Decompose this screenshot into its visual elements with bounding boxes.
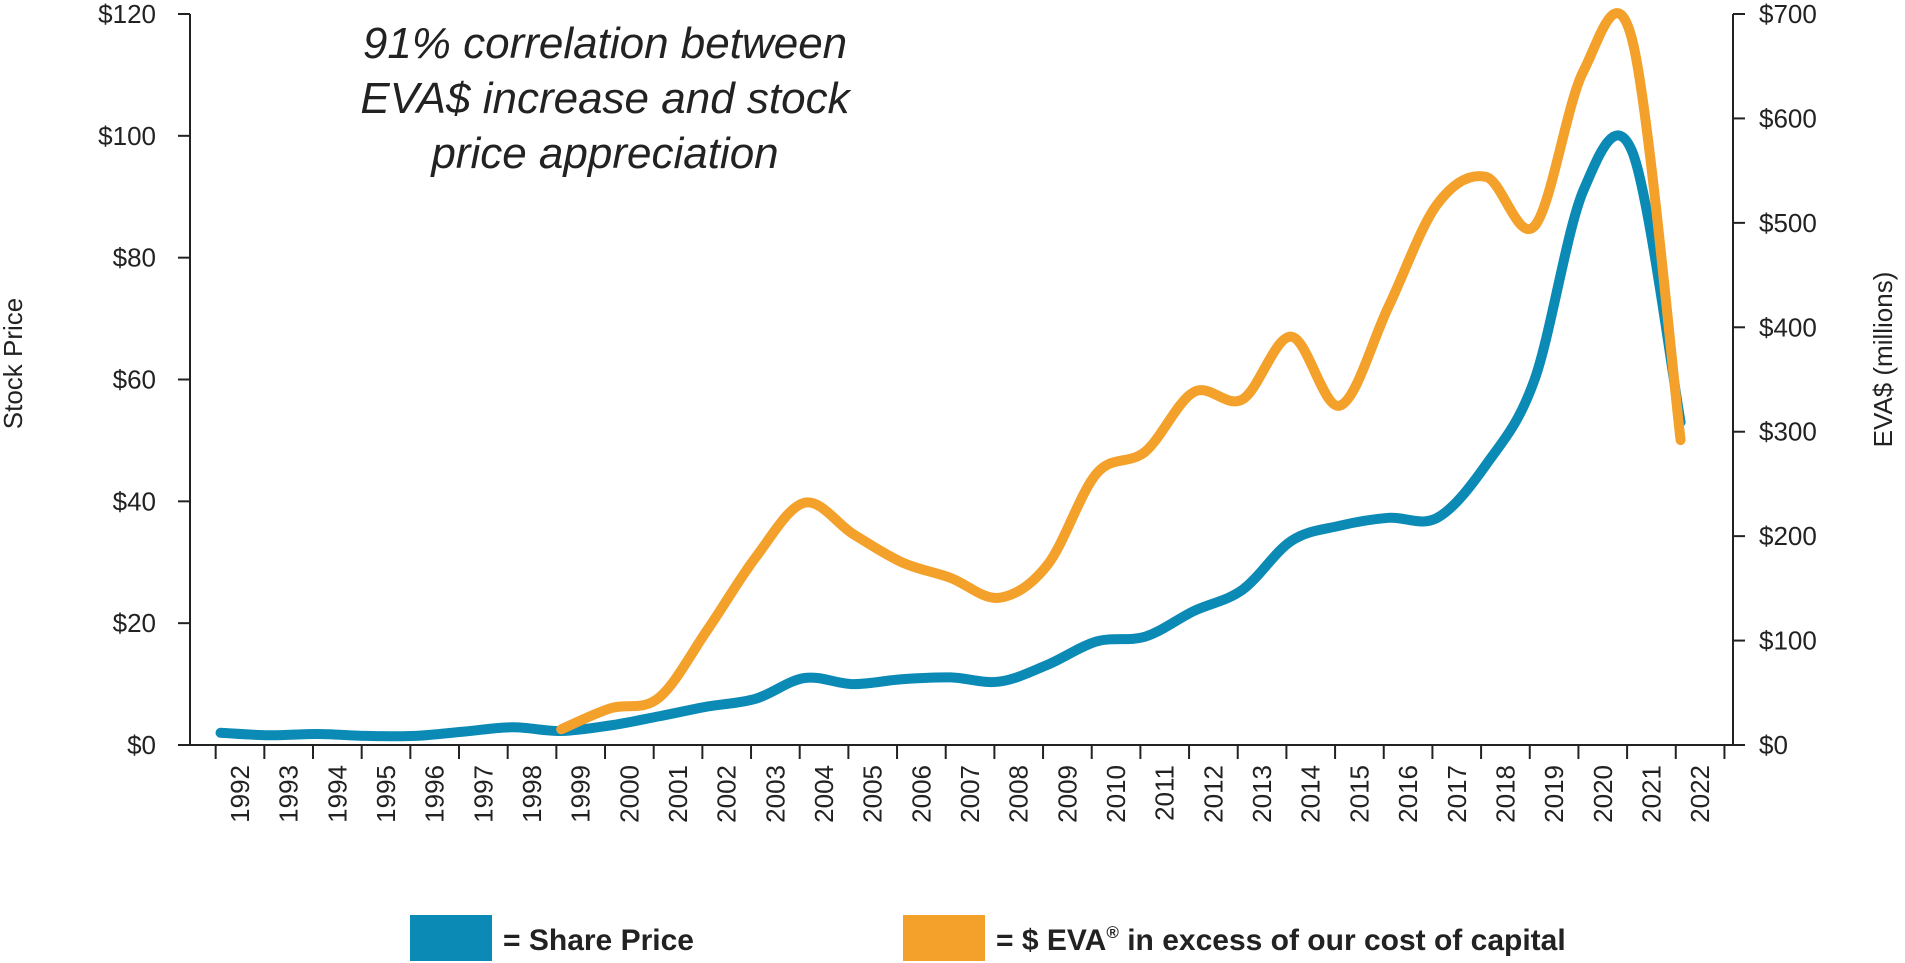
eva-stock-chart: 91% correlation between EVA$ increase and…	[0, 0, 1905, 963]
x-tick-label-2021: 2021	[1636, 765, 1666, 823]
left-y-tick-label-6: $120	[98, 0, 156, 29]
x-tick-label-1996: 1996	[420, 765, 450, 823]
left-axis-title: Stock Price	[0, 298, 28, 430]
x-tick-label-2009: 2009	[1052, 765, 1082, 823]
x-tick-label-2003: 2003	[760, 765, 790, 823]
x-tick-label-2006: 2006	[906, 765, 936, 823]
legend-label-eva-post: in excess of our cost of capital	[1119, 924, 1566, 957]
x-tick-label-2008: 2008	[1004, 765, 1034, 823]
x-tick-label-2015: 2015	[1344, 765, 1374, 823]
legend-swatch-eva	[903, 915, 985, 961]
right-y-tick-label-4: $400	[1759, 312, 1817, 342]
left-y-tick-label-0: $0	[127, 730, 156, 760]
x-tick-label-2012: 2012	[1198, 765, 1228, 823]
right-axis-title: EVA$ (millions)	[1868, 272, 1898, 448]
legend-swatch-share-price	[410, 915, 492, 961]
x-tick-label-2017: 2017	[1442, 765, 1472, 823]
left-y-tick-label-2: $40	[113, 486, 156, 516]
right-y-tick-label-2: $200	[1759, 521, 1817, 551]
correlation-annotation: 91% correlation between EVA$ increase and…	[360, 19, 851, 178]
x-tick-label-2010: 2010	[1101, 765, 1131, 823]
x-tick-label-1993: 1993	[274, 765, 304, 823]
x-tick-label-1999: 1999	[566, 765, 596, 823]
x-tick-label-2000: 2000	[614, 765, 644, 823]
x-tick-label-2002: 2002	[712, 765, 742, 823]
left-y-tick-label-5: $100	[98, 121, 156, 151]
x-tick-label-2001: 2001	[663, 765, 693, 823]
x-tick-label-2007: 2007	[955, 765, 985, 823]
chart-legend: = Share Price = $ EVA® in excess of our c…	[410, 915, 1566, 961]
right-y-tick-label-6: $600	[1759, 103, 1817, 133]
x-tick-label-2011: 2011	[1150, 765, 1180, 821]
x-tick-label-1998: 1998	[517, 765, 547, 823]
annotation-line-2: EVA$ increase and stock	[360, 74, 851, 123]
annotation-line-1: 91% correlation between	[363, 19, 847, 68]
legend-label-eva-registered: ®	[1106, 923, 1119, 942]
x-tick-label-2020: 2020	[1588, 765, 1618, 823]
x-tick-label-1992: 1992	[225, 765, 255, 823]
x-tick-label-2016: 2016	[1393, 765, 1423, 823]
x-tick-label-2005: 2005	[858, 765, 888, 823]
right-y-tick-label-5: $500	[1759, 208, 1817, 238]
left-y-tick-label-3: $60	[113, 365, 156, 395]
x-tick-label-2014: 2014	[1296, 765, 1326, 823]
right-y-tick-label-7: $700	[1759, 0, 1817, 29]
x-tick-label-2013: 2013	[1247, 765, 1277, 823]
chart-axes: 1992 1993 1994 1995 1996 1997 1998 1999 2000 2001…	[0, 0, 1898, 823]
x-tick-label-2018: 2018	[1490, 765, 1520, 823]
x-tick-label-2022: 2022	[1685, 765, 1715, 823]
x-tick-label-2019: 2019	[1539, 765, 1569, 823]
x-tick-label-2004: 2004	[809, 765, 839, 823]
right-y-tick-label-0: $0	[1759, 730, 1788, 760]
left-y-tick-label-1: $20	[113, 608, 156, 638]
legend-label-eva-pre: = $ EVA	[996, 924, 1106, 957]
chart-root: 91% correlation between EVA$ increase and…	[0, 0, 1905, 963]
right-y-tick-label-1: $100	[1759, 626, 1817, 656]
x-tick-label-1997: 1997	[468, 765, 498, 823]
left-y-tick-label-4: $80	[113, 243, 156, 273]
x-tick-label-1994: 1994	[322, 765, 352, 823]
legend-label-eva: = $ EVA® in excess of our cost of capita…	[996, 923, 1566, 957]
series-line-share-price	[221, 135, 1681, 736]
annotation-line-3: price appreciation	[429, 129, 778, 178]
right-y-tick-label-3: $300	[1759, 417, 1817, 447]
legend-label-share-price: = Share Price	[503, 924, 694, 957]
x-tick-label-1995: 1995	[371, 765, 401, 823]
